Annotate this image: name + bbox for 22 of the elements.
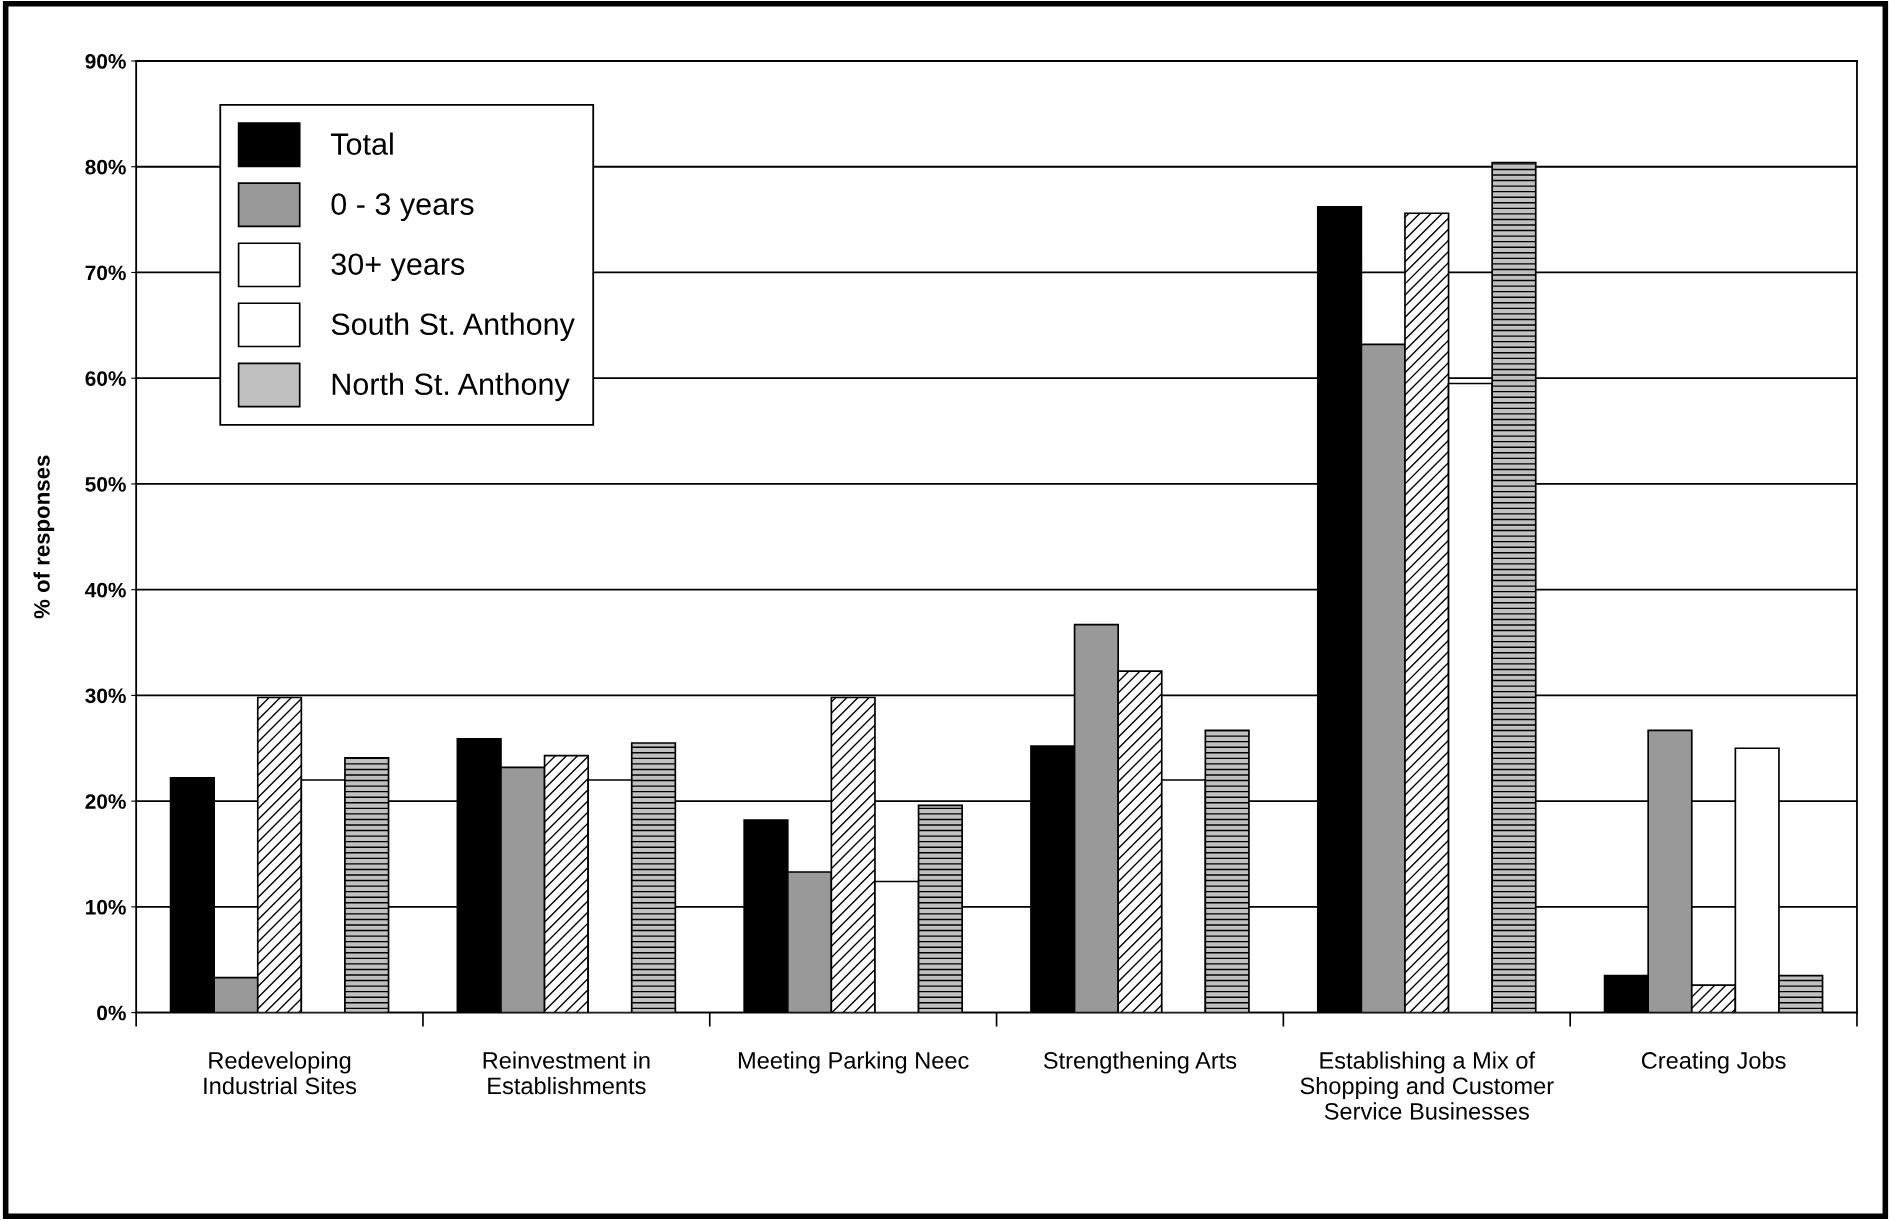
x-tick-label: Establishing a Mix of Shopping and Customer Service Businesses [1300, 1051, 1554, 1120]
x-tick-label: Reinvestment in Establishments [483, 1051, 650, 1095]
legend-label: 30+ years [331, 253, 465, 282]
y-axis-title: % of responses [33, 455, 55, 619]
y-tick-label: 60% [85, 371, 126, 386]
y-tick-label: 90% [85, 54, 126, 69]
x-tick-label: Creating Jobs [1641, 1051, 1786, 1074]
y-tick-label: 50% [85, 476, 126, 492]
legend-label: South St. Anthony [331, 312, 575, 342]
y-tick-label: 10% [86, 899, 126, 915]
y-tick-label: 0% [97, 1005, 126, 1021]
y-tick-label: 40% [85, 582, 126, 598]
x-tick-label: Meeting Parking Neec [738, 1051, 969, 1074]
legend-label: 0 - 3 years [331, 193, 474, 222]
x-tick-label: Redeveloping Industrial Sites [204, 1051, 357, 1095]
legend-label: Total [330, 132, 393, 155]
y-tick-label: 20% [85, 794, 126, 809]
y-tick-label: 30% [85, 688, 126, 704]
y-tick-label: 80% [85, 159, 126, 175]
legend-label: North St. Anthony [332, 372, 570, 402]
y-tick-label: 70% [85, 265, 126, 281]
x-tick-label: Strengthening Arts [1043, 1051, 1237, 1074]
